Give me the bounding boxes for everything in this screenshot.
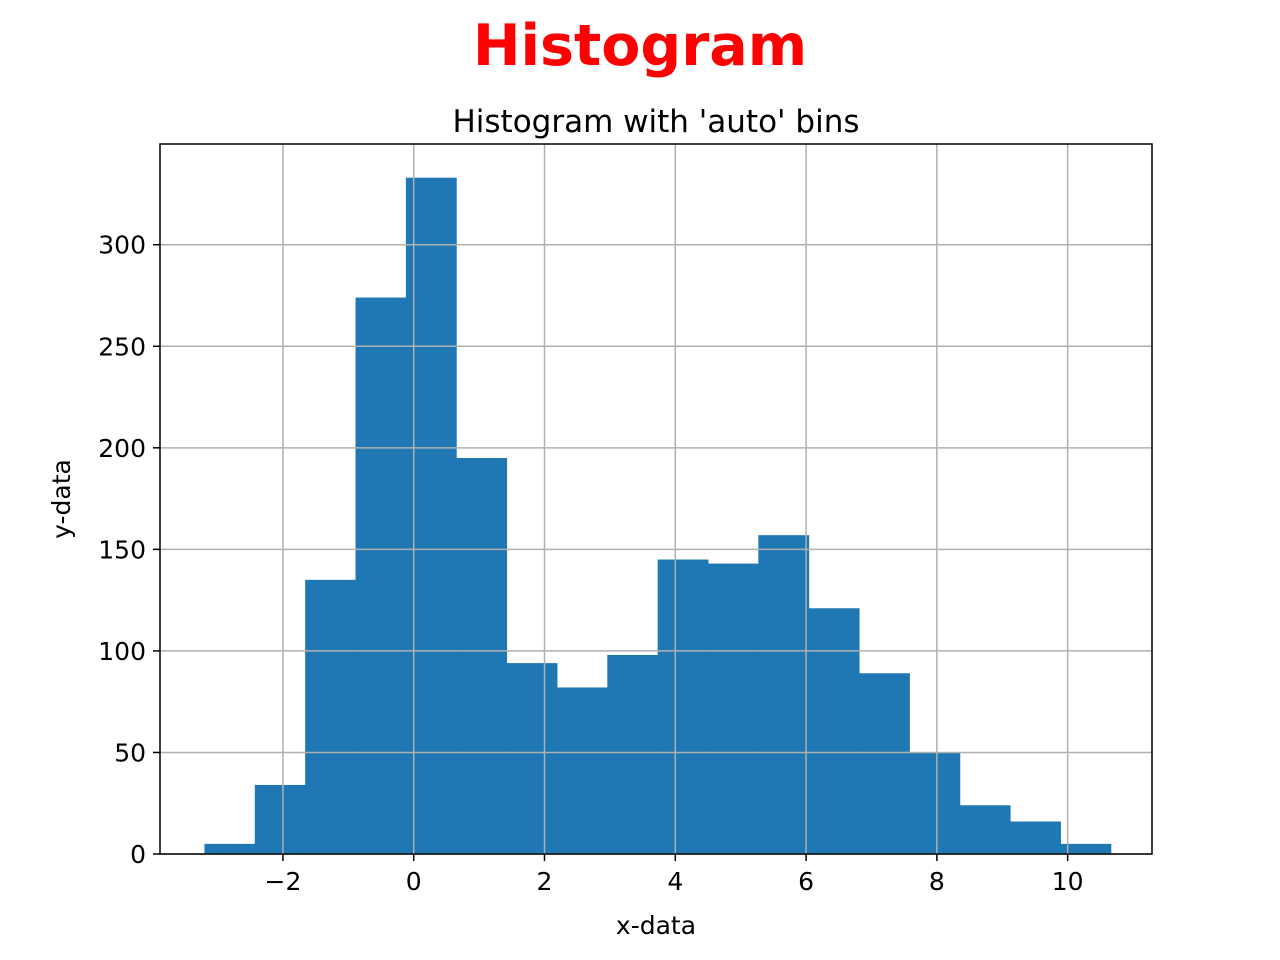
x-tick-label: 4 xyxy=(667,867,683,896)
histogram-bar xyxy=(305,579,357,854)
histogram-bar xyxy=(808,608,860,854)
histogram-bar xyxy=(959,805,1011,854)
histogram-bar xyxy=(506,663,558,854)
x-tick-label: 6 xyxy=(798,867,814,896)
y-tick-label: 100 xyxy=(98,637,146,666)
histogram-bar xyxy=(909,752,961,854)
x-tick-label: −2 xyxy=(265,867,302,896)
histogram-bar xyxy=(456,457,508,854)
histogram-bar xyxy=(758,535,810,854)
y-tick-label: 0 xyxy=(130,840,146,869)
histogram-bar xyxy=(657,559,709,854)
histogram-bar xyxy=(859,673,910,854)
x-tick-label: 2 xyxy=(537,867,553,896)
y-tick-label: 200 xyxy=(98,434,146,463)
y-axis-ticks: 0 50 100 150 200 250 300 xyxy=(98,231,160,869)
histogram-bar xyxy=(607,654,659,854)
x-tick-label: 10 xyxy=(1052,867,1084,896)
histogram-bar xyxy=(556,687,608,854)
x-tick-label: 0 xyxy=(406,867,422,896)
x-tick-label: 8 xyxy=(929,867,945,896)
chart-title: Histogram with 'auto' bins xyxy=(452,104,859,140)
histogram-bar xyxy=(1010,821,1061,854)
y-tick-label: 250 xyxy=(98,332,146,361)
figure-suptitle: Histogram xyxy=(473,13,807,79)
histogram-bar xyxy=(254,784,306,854)
histogram-bar xyxy=(355,297,407,854)
histogram-bar xyxy=(707,563,759,854)
y-tick-label: 150 xyxy=(98,535,146,564)
histogram-bar xyxy=(1060,843,1112,854)
histogram-bar xyxy=(204,843,256,854)
x-axis-label: x-data xyxy=(616,911,696,940)
y-tick-label: 50 xyxy=(114,738,146,767)
y-tick-label: 300 xyxy=(98,231,146,260)
x-axis-ticks: −2 0 2 4 6 8 10 xyxy=(265,854,1084,896)
axes-frame xyxy=(159,143,1153,855)
y-axis-label: y-data xyxy=(47,459,76,539)
